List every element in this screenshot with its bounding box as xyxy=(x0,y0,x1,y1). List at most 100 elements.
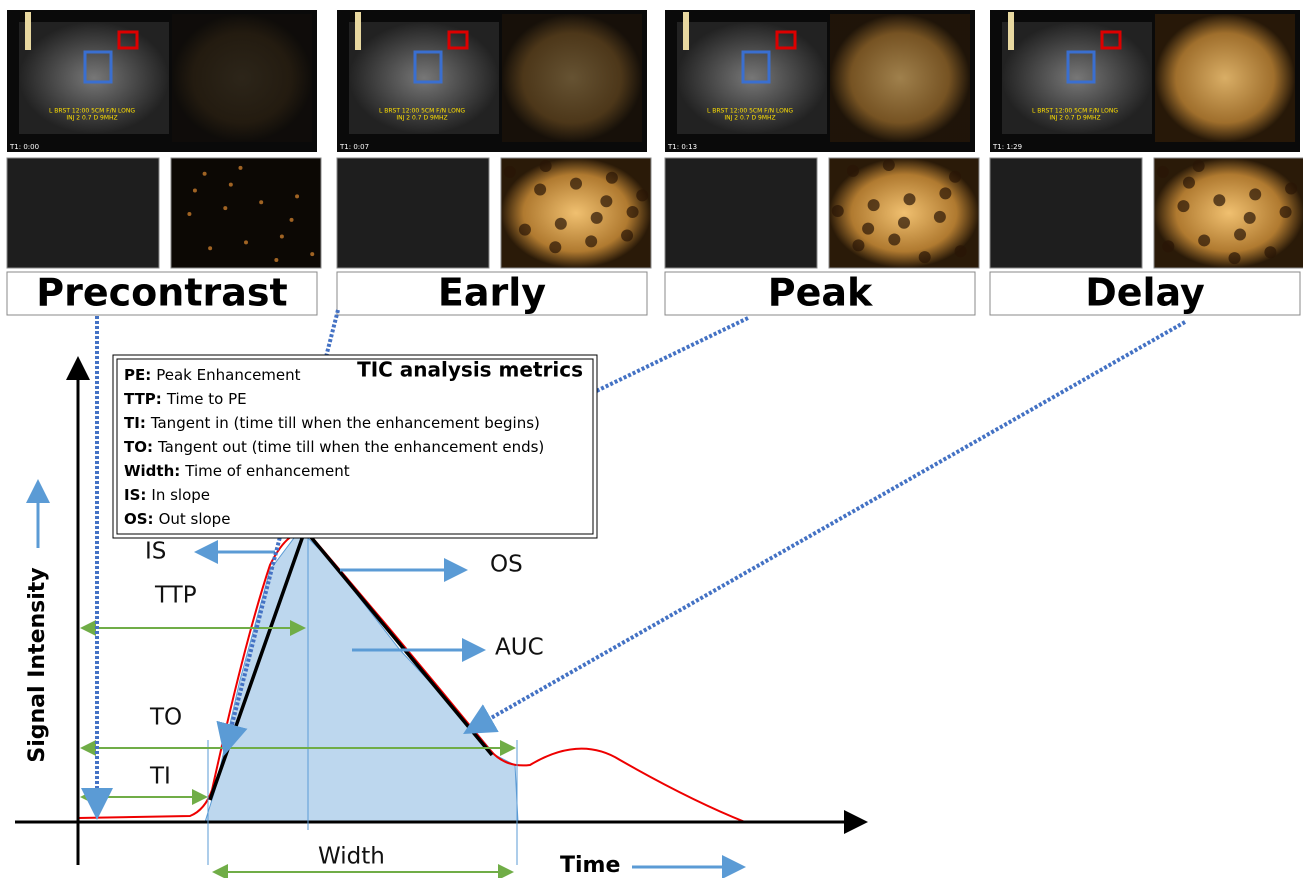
speckle xyxy=(519,224,531,236)
speckle xyxy=(223,206,227,210)
contrast-view xyxy=(830,14,970,142)
contrast-view xyxy=(1155,14,1295,142)
speckle xyxy=(585,235,597,247)
label-to: TO xyxy=(149,705,182,731)
speckle xyxy=(1280,206,1292,218)
phase-panel: L BRST 12:00 5CM F/N LONGINJ 2 0.7 D 9MH… xyxy=(990,10,1303,315)
speckle xyxy=(1157,166,1169,178)
phase-label: Precontrast xyxy=(36,271,287,315)
metric-desc: Out slope xyxy=(159,510,231,528)
speckle xyxy=(1244,212,1256,224)
diagram: L BRST 12:00 5CM F/N LONGINJ 2 0.7 D 9MH… xyxy=(0,0,1303,878)
metrics-title: TIC analysis metrics xyxy=(357,358,583,382)
speckle xyxy=(888,233,900,245)
scan-caption: L BRST 12:00 5CM F/N LONG xyxy=(1032,108,1118,115)
speckle xyxy=(939,187,951,199)
speckle xyxy=(1193,160,1205,172)
speckle xyxy=(627,206,639,218)
metric-desc: Time of enhancement xyxy=(184,462,349,480)
metric-desc: Peak Enhancement xyxy=(156,366,300,384)
speckle xyxy=(295,194,299,198)
speckle xyxy=(919,251,931,263)
speckle xyxy=(883,159,895,171)
speckle xyxy=(934,211,946,223)
speckle xyxy=(832,205,844,217)
scan-caption: L BRST 12:00 5CM F/N LONG xyxy=(49,108,135,115)
speckle xyxy=(244,240,248,244)
speckle xyxy=(549,241,561,253)
label-width: Width xyxy=(318,844,385,870)
metric-item: TTP:Time to PE xyxy=(124,390,247,408)
speckle xyxy=(852,239,864,251)
phase-label: Peak xyxy=(768,271,873,315)
metric-desc: Tangent out (time till when the enhancem… xyxy=(157,438,544,456)
speckle xyxy=(1177,200,1189,212)
label-os: OS xyxy=(490,552,523,578)
bmode-crop xyxy=(665,158,817,268)
scale-bar xyxy=(1008,12,1014,50)
speckle xyxy=(259,200,263,204)
scan-caption: INJ 2 0.7 D 9MHZ xyxy=(66,115,117,122)
timestamp: T1: 0:13 xyxy=(667,143,697,151)
speckle xyxy=(1234,229,1246,241)
scan-caption: INJ 2 0.7 D 9MHZ xyxy=(396,115,447,122)
speckle xyxy=(540,160,552,172)
speckle xyxy=(606,172,618,184)
label-ti: TI xyxy=(149,764,171,790)
phase-label: Early xyxy=(438,271,546,315)
metric-desc: Tangent in (time till when the enhanceme… xyxy=(150,414,540,432)
speckle xyxy=(555,218,567,230)
speckle xyxy=(203,172,207,176)
metric-item: TI:Tangent in (time till when the enhanc… xyxy=(124,414,540,432)
metric-item: IS: In slope xyxy=(124,486,210,504)
bmode-crop xyxy=(337,158,489,268)
metric-term: IS: xyxy=(124,486,146,504)
speckle xyxy=(1249,188,1261,200)
label-is: IS xyxy=(145,539,166,565)
phase-label: Delay xyxy=(1085,271,1205,315)
speckle xyxy=(868,199,880,211)
speckle xyxy=(290,218,294,222)
metric-term: Width: xyxy=(124,462,180,480)
metric-term: TTP: xyxy=(124,390,162,408)
speckle xyxy=(229,183,233,187)
speckle xyxy=(187,212,191,216)
metric-desc: Time to PE xyxy=(166,390,247,408)
speckle xyxy=(1213,194,1225,206)
speckle xyxy=(600,195,612,207)
scan-caption: L BRST 12:00 5CM F/N LONG xyxy=(707,108,793,115)
speckle xyxy=(636,189,648,201)
speckle xyxy=(1162,240,1174,252)
x-axis-title: Time xyxy=(560,853,620,878)
speckle xyxy=(504,166,516,178)
metric-desc: In slope xyxy=(151,486,210,504)
scan-caption: INJ 2 0.7 D 9MHZ xyxy=(724,115,775,122)
metric-term: PE: xyxy=(124,366,151,384)
speckle xyxy=(274,258,278,262)
speckle xyxy=(193,188,197,192)
speckle xyxy=(1198,234,1210,246)
bmode-crop xyxy=(990,158,1142,268)
y-axis-title: Signal Intensity xyxy=(25,567,50,762)
speckle xyxy=(1183,177,1195,189)
metric-term: TO: xyxy=(124,438,153,456)
timestamp: T1: 0:00 xyxy=(9,143,39,151)
bmode-crop xyxy=(7,158,159,268)
speckle xyxy=(1264,246,1276,258)
contrast-view xyxy=(502,14,642,142)
metric-term: TI: xyxy=(124,414,146,432)
speckle xyxy=(238,166,242,170)
speckle xyxy=(862,223,874,235)
contrast-view xyxy=(172,14,312,142)
speckle xyxy=(1285,183,1297,195)
scale-bar xyxy=(355,12,361,50)
speckle xyxy=(898,217,910,229)
metric-item: PE: Peak Enhancement xyxy=(124,366,301,384)
speckle xyxy=(280,235,284,239)
metric-item: TO:Tangent out (time till when the enhan… xyxy=(124,438,544,456)
metric-item: OS:Out slope xyxy=(124,510,230,528)
